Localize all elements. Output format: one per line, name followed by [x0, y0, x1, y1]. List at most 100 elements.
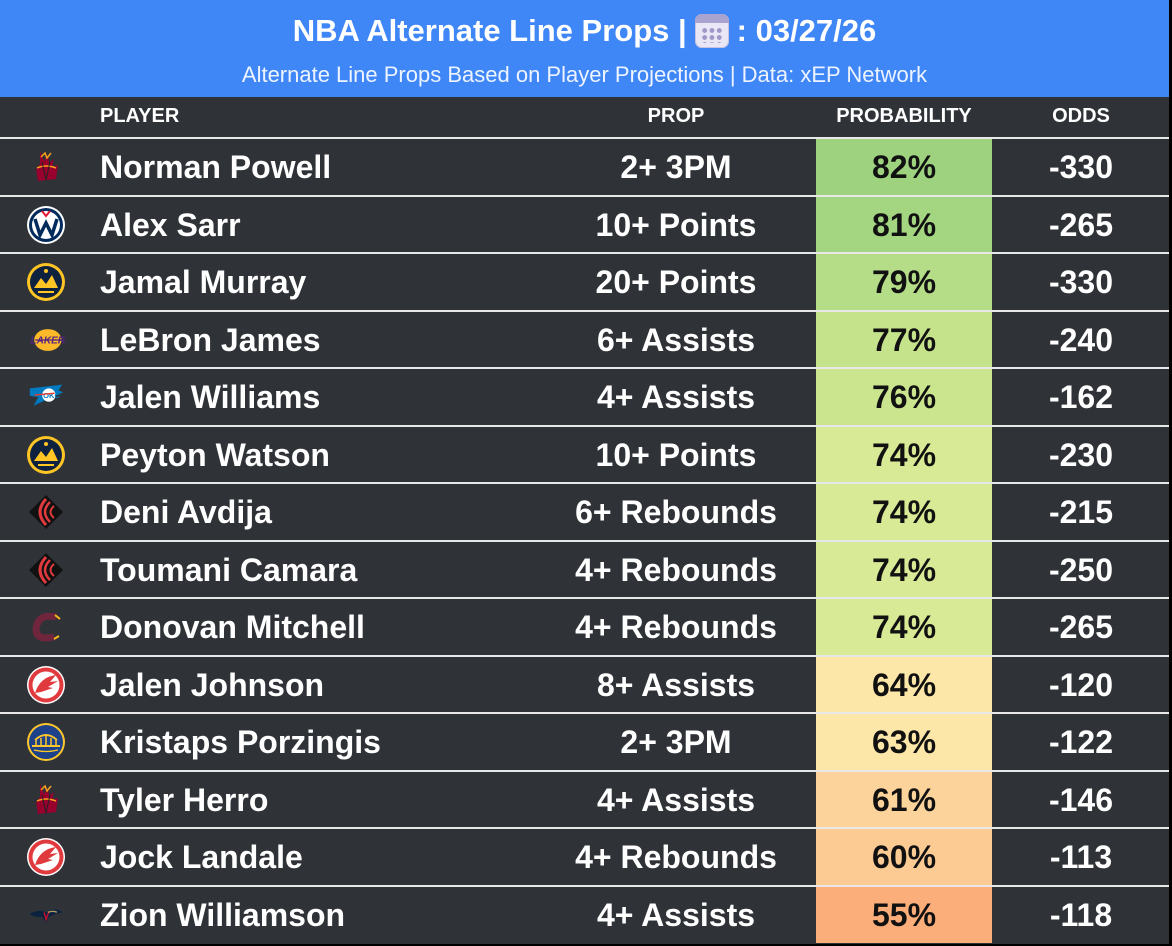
odds-value: -113	[1049, 839, 1113, 875]
prop-line: 2+ 3PM	[620, 724, 732, 760]
table-row: Peyton Watson 10+ Points 74% -230	[0, 424, 1169, 483]
probability-cell: 63%	[816, 714, 992, 770]
probability-cell: 74%	[816, 599, 992, 655]
prop-line: 10+ Points	[595, 206, 757, 243]
odds-value: -265	[1048, 609, 1114, 645]
player-name: Tyler Herro	[100, 781, 269, 818]
player-name: Jalen Johnson	[100, 666, 325, 703]
player-name: Jalen Williams	[100, 379, 321, 415]
row-divider	[0, 827, 1169, 829]
prop-line: 10+ Points	[595, 436, 757, 473]
heat-logo-icon	[26, 780, 66, 820]
prop-line: 4+ Assists	[596, 379, 756, 415]
prop-line: 4+ Rebounds	[575, 551, 777, 588]
probability-cell: 61%	[816, 771, 992, 828]
player-name: Peyton Watson	[100, 436, 330, 473]
player-name: Donovan Mitchell	[100, 609, 365, 645]
table-row: Deni Avdija 6+ Rebounds 74% -215	[0, 482, 1169, 540]
probability-cell: 77%	[816, 311, 992, 368]
page-title: NBA Alternate Line Props | : 03/27/26	[0, 10, 1169, 52]
table-row: Alex Sarr 10+ Points 81% -265	[0, 194, 1169, 253]
probability-cell: 64%	[816, 656, 992, 713]
row-divider	[0, 137, 1169, 139]
row-divider	[0, 597, 1169, 599]
title-text: NBA Alternate Line Props |	[292, 13, 687, 48]
row-divider	[0, 884, 1169, 887]
odds-value: -215	[1048, 494, 1114, 530]
probability-cell: 74%	[816, 426, 992, 483]
nuggets-logo-icon	[26, 262, 66, 302]
svg-text:LAKERS: LAKERS	[31, 335, 66, 346]
column-header-player: PLAYER	[100, 105, 180, 127]
pelicans-logo-icon	[26, 895, 66, 935]
column-header-probability: PROBABILITY	[836, 105, 972, 127]
probability-cell: 55%	[816, 886, 992, 943]
row-divider	[0, 194, 1169, 197]
table-row: Toumani Camara 4+ Rebounds 74% -250	[0, 539, 1169, 598]
player-name: Toumani Camara	[100, 551, 358, 588]
row-divider	[0, 769, 1169, 772]
table-row: OKC Jalen Williams 4+ Assists 76% -162	[0, 367, 1169, 425]
odds-value: -230	[1048, 436, 1114, 473]
odds-value: -146	[1048, 781, 1114, 818]
table-row: Jamal Murray 20+ Points 79% -330	[0, 252, 1169, 310]
prop-line: 4+ Assists	[596, 781, 756, 818]
probability-cell: 74%	[816, 541, 992, 598]
odds-value: -330	[1048, 149, 1114, 185]
odds-value: -162	[1048, 379, 1114, 415]
player-name: Kristaps Porzingis	[100, 724, 381, 760]
row-divider	[0, 367, 1169, 369]
blazers-logo-icon	[26, 492, 66, 532]
table-row: Norman Powell 2+ 3PM 82% -330	[0, 137, 1169, 195]
prop-line: 8+ Assists	[596, 666, 756, 703]
thunder-logo-icon: OKC	[26, 377, 66, 417]
player-name: Zion Williamson	[100, 896, 346, 933]
row-divider	[0, 309, 1169, 312]
row-divider	[0, 712, 1169, 714]
table-row: LAKERS LeBron James 6+ Assists 77% -240	[0, 309, 1169, 368]
odds-value: -118	[1049, 896, 1113, 933]
prop-line: 6+ Assists	[596, 321, 756, 358]
table-row: Jock Landale 4+ Rebounds 60% -113	[0, 827, 1169, 885]
probability-cell: 79%	[816, 254, 992, 310]
title-date: : 03/27/26	[736, 13, 877, 48]
player-name: Deni Avdija	[100, 494, 272, 530]
prop-line: 2+ 3PM	[620, 149, 732, 185]
page-subtitle: Alternate Line Props Based on Player Pro…	[241, 62, 928, 87]
player-name: LeBron James	[100, 321, 321, 358]
prop-line: 4+ Rebounds	[575, 609, 777, 645]
probability-cell: 81%	[816, 196, 992, 253]
blazers-logo-icon	[26, 550, 66, 590]
row-divider	[0, 654, 1169, 657]
row-divider	[0, 424, 1169, 427]
hawks-logo-icon	[26, 665, 66, 705]
calendar-icon	[694, 14, 729, 48]
odds-value: -122	[1048, 724, 1114, 760]
table-row: Donovan Mitchell 4+ Rebounds 74% -265	[0, 597, 1169, 655]
odds-value: -265	[1048, 206, 1114, 243]
probability-cell: 60%	[816, 829, 992, 885]
column-header-odds: ODDS	[1052, 105, 1110, 127]
row-divider	[0, 539, 1169, 542]
header-banner: NBA Alternate Line Props | : 03/27/26 Al…	[0, 0, 1169, 97]
player-name: Jamal Murray	[100, 264, 307, 300]
table-row: Zion Williamson 4+ Assists 55% -118	[0, 884, 1169, 943]
table-row: Jalen Johnson 8+ Assists 64% -120	[0, 654, 1169, 713]
table-row: Kristaps Porzingis 2+ 3PM 63% -122	[0, 712, 1169, 770]
row-divider	[0, 252, 1169, 254]
prop-line: 6+ Rebounds	[575, 494, 777, 530]
probability-cell: 76%	[816, 369, 992, 425]
hawks-logo-icon	[26, 837, 66, 877]
prop-line: 4+ Rebounds	[575, 839, 777, 875]
cavaliers-logo-icon	[26, 607, 66, 647]
probability-cell: 74%	[816, 484, 992, 540]
lakers-logo-icon: LAKERS	[26, 320, 66, 360]
player-name: Jock Landale	[100, 839, 303, 875]
nuggets-logo-icon	[26, 435, 66, 475]
probability-cell: 82%	[816, 139, 992, 195]
player-name: Alex Sarr	[100, 206, 241, 243]
column-header-prop: PROP	[647, 105, 705, 127]
table-row: Tyler Herro 4+ Assists 61% -146	[0, 769, 1169, 828]
row-divider	[0, 482, 1169, 484]
